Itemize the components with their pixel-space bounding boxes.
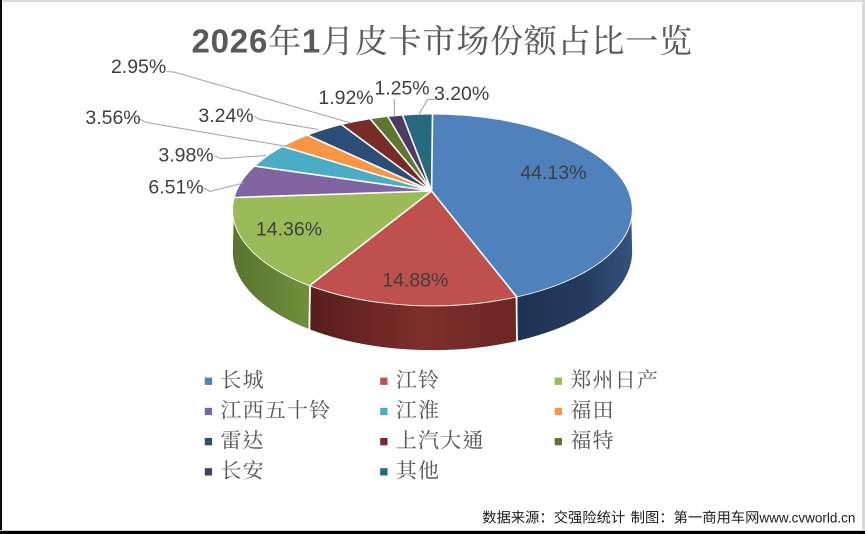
svg-text:14.88%: 14.88%	[382, 269, 448, 291]
svg-text:1: 1	[302, 23, 320, 60]
svg-text:3.56%: 3.56%	[85, 107, 140, 129]
svg-text:14.36%: 14.36%	[256, 219, 322, 241]
svg-text:6.51%: 6.51%	[148, 177, 203, 199]
svg-text:1.25%: 1.25%	[374, 78, 429, 100]
svg-text:3.24%: 3.24%	[198, 105, 253, 127]
svg-text:3.98%: 3.98%	[158, 145, 213, 167]
svg-text:2026: 2026	[192, 23, 269, 60]
svg-text:3.20%: 3.20%	[434, 83, 489, 105]
svg-text:www.cvworld.cn: www.cvworld.cn	[758, 510, 855, 525]
svg-text:1.92%: 1.92%	[318, 87, 373, 109]
svg-text:2.95%: 2.95%	[111, 56, 166, 78]
svg-text:44.13%: 44.13%	[520, 162, 586, 184]
